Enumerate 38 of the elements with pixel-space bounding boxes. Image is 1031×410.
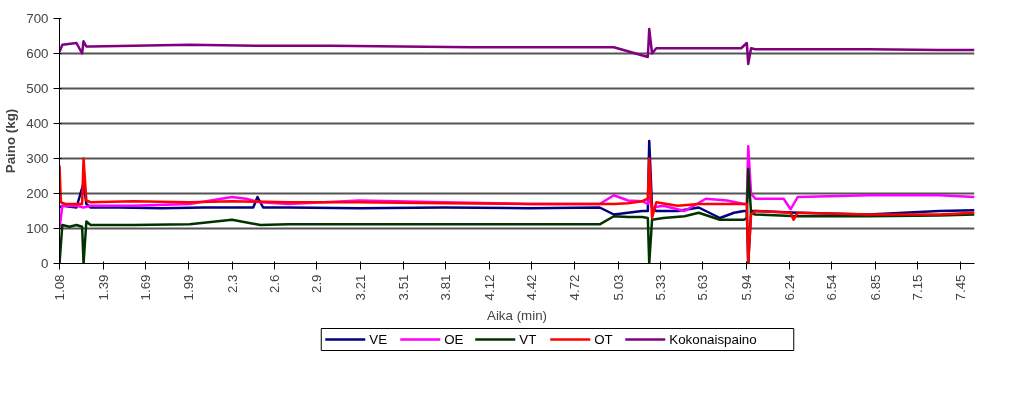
- x-tick-label: 5.33: [653, 274, 669, 301]
- x-tick-label: 7.15: [910, 274, 926, 301]
- x-tick-label: 3.51: [395, 274, 411, 301]
- x-tick-label: 3.81: [438, 274, 454, 301]
- legend-label: Kokonaispaino: [669, 332, 757, 347]
- legend-label: OE: [444, 332, 464, 347]
- x-tick-label: 4.72: [566, 274, 582, 301]
- x-tick-label: 4.12: [481, 274, 497, 301]
- legend-label: VE: [369, 332, 388, 347]
- x-tick-label: 6.24: [781, 273, 797, 301]
- x-tick-label: 2.6: [266, 274, 282, 294]
- x-tick-label: 5.03: [610, 274, 626, 301]
- x-tick-label: 6.54: [824, 273, 840, 301]
- y-tick-label: 100: [26, 221, 49, 236]
- legend-label: VT: [519, 332, 537, 347]
- x-tick-label: 1.08: [52, 274, 67, 301]
- x-tick-label: 1.99: [180, 274, 196, 301]
- x-tick-label: 3.21: [353, 274, 369, 301]
- x-tick-label: 1.39: [95, 274, 111, 301]
- x-tick-label: 2.9: [309, 274, 325, 294]
- x-axis-title: Aika (min): [487, 308, 547, 324]
- line-series: [59, 27, 975, 66]
- x-tick-label: 7.45: [952, 274, 968, 301]
- y-tick-label: 500: [26, 81, 49, 96]
- y-tick-label: 400: [26, 116, 49, 131]
- y-tick-label: 700: [26, 11, 49, 26]
- x-tick-label: 5.94: [739, 273, 755, 301]
- y-axis-title: Paino (kg): [3, 108, 19, 174]
- y-tick-label: 600: [26, 46, 49, 61]
- x-tick-label: 4.42: [524, 274, 540, 301]
- x-tick-label: 6.85: [868, 274, 883, 301]
- x-tick-label: 2.3: [224, 274, 240, 294]
- legend-label: OT: [594, 332, 613, 347]
- y-tick-label: 300: [26, 151, 49, 166]
- y-tick-label: 200: [26, 186, 49, 201]
- y-tick-label: 0: [41, 256, 49, 271]
- x-tick-label: 5.63: [695, 274, 711, 301]
- x-tick-label: 1.69: [138, 274, 154, 301]
